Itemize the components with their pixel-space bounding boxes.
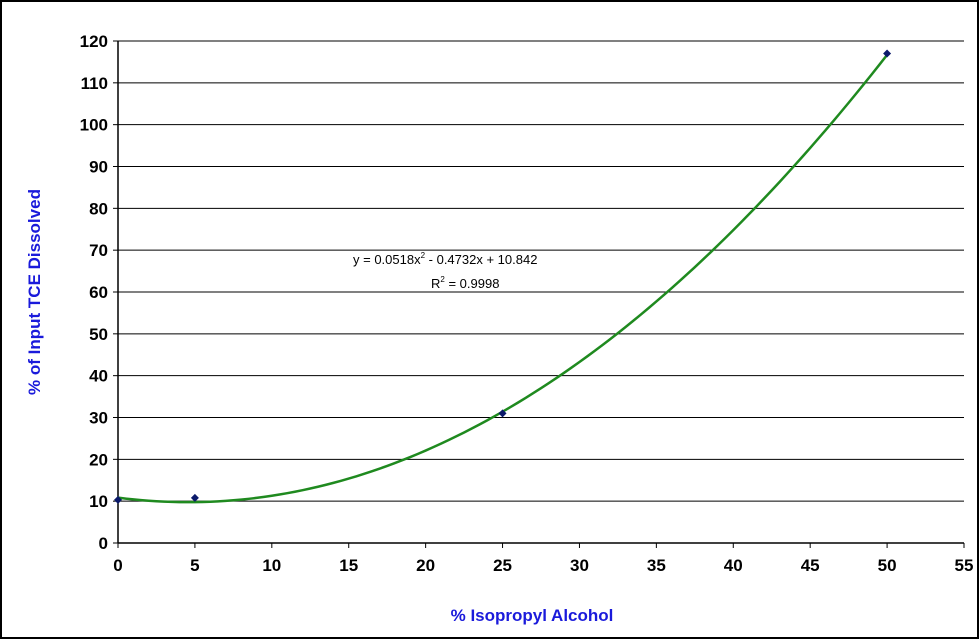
y-axis-title: % of Input TCE Dissolved xyxy=(25,189,44,395)
y-tick-label: 100 xyxy=(80,116,108,135)
x-tick-label: 50 xyxy=(878,556,897,575)
x-tick-label: 15 xyxy=(339,556,358,575)
data-points xyxy=(114,50,891,504)
x-tick-label: 5 xyxy=(190,556,199,575)
y-tick-label: 10 xyxy=(89,492,108,511)
y-tick-label: 0 xyxy=(99,534,108,553)
data-point xyxy=(883,50,891,58)
x-tick-label: 55 xyxy=(955,556,974,575)
x-tick-label: 30 xyxy=(570,556,589,575)
trendline xyxy=(118,55,887,502)
y-tick-label: 40 xyxy=(89,367,108,386)
y-tick-labels: 0 10 20 30 40 50 60 70 80 90 100 110 120 xyxy=(80,32,108,553)
x-tick-label: 10 xyxy=(262,556,281,575)
grid-lines xyxy=(118,41,964,501)
x-axis-title: % Isopropyl Alcohol xyxy=(451,606,614,625)
r-squared-label: R2 = 0.9998 xyxy=(431,275,499,291)
y-tick-label: 60 xyxy=(89,283,108,302)
data-point xyxy=(191,494,199,502)
y-tick-label: 80 xyxy=(89,199,108,218)
y-tick-label: 20 xyxy=(89,450,108,469)
y-tick-label: 120 xyxy=(80,32,108,51)
y-tick-label: 50 xyxy=(89,325,108,344)
x-tick-label: 40 xyxy=(724,556,743,575)
y-tick-label: 30 xyxy=(89,409,108,428)
trendline-equation: y = 0.0518x2 - 0.4732x + 10.842 xyxy=(353,251,537,267)
x-tick-label: 45 xyxy=(801,556,820,575)
x-tick-label: 25 xyxy=(493,556,512,575)
y-tick-label: 70 xyxy=(89,241,108,260)
y-tick-label: 110 xyxy=(81,74,108,93)
x-tick-label: 35 xyxy=(647,556,666,575)
x-tick-label: 0 xyxy=(113,556,122,575)
x-tick-label: 20 xyxy=(416,556,435,575)
x-tick-labels: 0 5 10 15 20 25 30 35 40 45 50 55 xyxy=(113,556,973,575)
y-tick-label: 90 xyxy=(89,158,108,177)
